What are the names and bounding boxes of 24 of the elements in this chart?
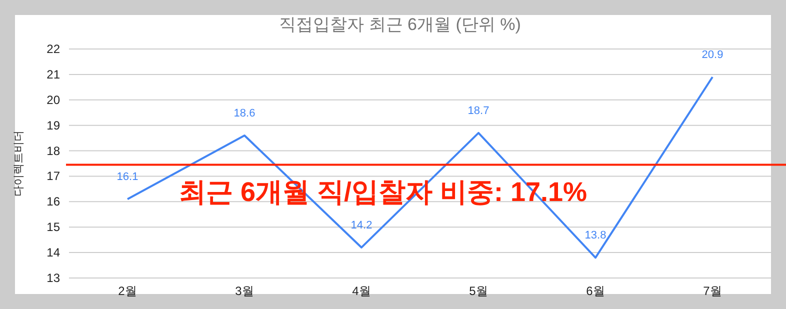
y-tick-label: 13 <box>46 271 60 285</box>
y-tick-label: 19 <box>46 118 60 132</box>
x-tick-label: 2월 <box>118 284 137 298</box>
y-tick-label: 21 <box>46 67 60 82</box>
data-label: 16.1 <box>116 171 138 184</box>
data-label: 20.9 <box>702 48 724 61</box>
data-label: 14.2 <box>350 219 372 232</box>
y-tick-label: 18 <box>46 144 60 158</box>
y-tick-label: 16 <box>46 194 60 209</box>
y-tick-label: 14 <box>46 246 60 260</box>
y-tick-label: 17 <box>46 169 60 184</box>
y-axis-title: 다이렉트비더 <box>13 130 25 196</box>
x-tick-label: 6월 <box>586 284 605 298</box>
data-label: 18.7 <box>468 104 490 117</box>
x-tick-label: 7월 <box>703 284 722 298</box>
x-tick-label: 3월 <box>235 284 254 298</box>
y-tick-label: 22 <box>46 42 60 56</box>
data-label: 13.8 <box>584 230 606 242</box>
data-label: 18.6 <box>234 108 256 120</box>
y-tick-label: 20 <box>46 92 60 107</box>
x-tick-label: 5월 <box>469 284 488 298</box>
y-tick-label: 15 <box>46 220 60 234</box>
chart-title: 직접입찰자 최근 6개월 (단위 %) <box>279 15 521 34</box>
x-tick-label: 4월 <box>352 284 371 298</box>
